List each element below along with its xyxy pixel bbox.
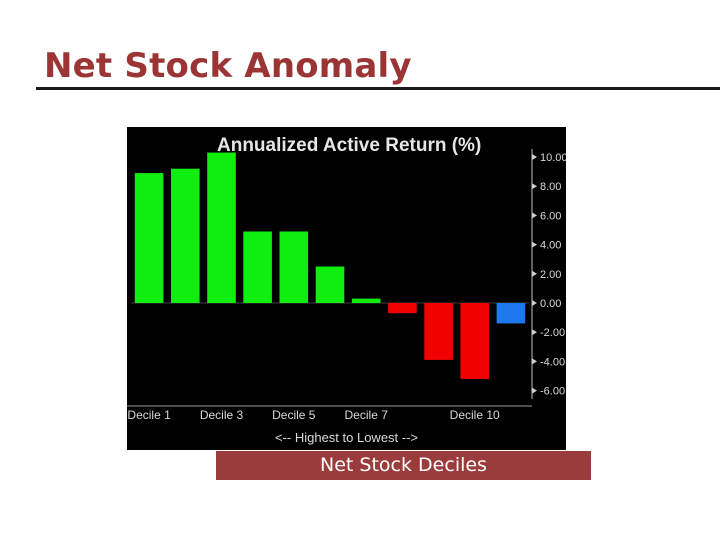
x-tick-label-10: Decile 10	[450, 408, 500, 422]
y-tick-mark-3	[532, 212, 537, 219]
bar-9	[424, 303, 453, 360]
y-tick-mark-5	[532, 270, 537, 277]
chart-title: Annualized Active Return (%)	[217, 135, 482, 156]
bar-3	[207, 152, 236, 303]
y-tick-label-2: 8.00	[540, 181, 561, 193]
y-tick-label-1: 10.00	[540, 152, 566, 164]
y-tick-mark-4	[532, 241, 537, 248]
bar-11	[496, 303, 526, 324]
y-tick-label-8: -4.00	[540, 356, 565, 368]
bottom-caption: Net Stock Deciles	[216, 451, 591, 480]
y-tick-mark-6	[532, 300, 537, 306]
bar-1	[134, 173, 164, 303]
title-underline	[36, 87, 720, 90]
x-axis-direction-note: <-- Highest to Lowest -->	[274, 430, 419, 445]
bar-4	[243, 231, 272, 303]
bar-8	[388, 303, 417, 314]
bar-2	[171, 168, 200, 303]
y-tick-label-6: 0.00	[540, 298, 561, 310]
x-tick-label-7: Decile 7	[345, 408, 389, 422]
y-tick-label-4: 4.00	[540, 240, 561, 252]
slide-title: Net Stock Anomaly	[44, 46, 412, 86]
bar-6	[315, 266, 345, 303]
bar-5	[279, 231, 309, 303]
y-tick-mark-1	[532, 154, 537, 160]
x-tick-label-5: Decile 5	[272, 408, 316, 422]
y-tick-label-5: 2.00	[540, 269, 561, 281]
y-tick-mark-2	[532, 183, 537, 190]
y-tick-mark-9	[532, 387, 537, 394]
bar-chart: 10.00 8.00 6.00 4.00 2.00 0.00 -2.00 -4.00 -6.00…	[127, 149, 566, 422]
y-tick-mark-8	[532, 358, 537, 365]
bar-7	[351, 298, 381, 303]
y-tick-label-3: 6.00	[540, 210, 561, 222]
x-tick-label-1: Decile 1	[127, 408, 171, 422]
chart-panel: 10.00 8.00 6.00 4.00 2.00 0.00 -2.00 -4.00 -6.00…	[127, 127, 566, 450]
y-tick-label-7: -2.00	[540, 327, 565, 339]
bar-10	[460, 303, 489, 379]
y-tick-mark-7	[532, 329, 537, 336]
y-tick-label-9: -6.00	[540, 386, 565, 398]
x-tick-label-3: Decile 3	[200, 408, 244, 422]
